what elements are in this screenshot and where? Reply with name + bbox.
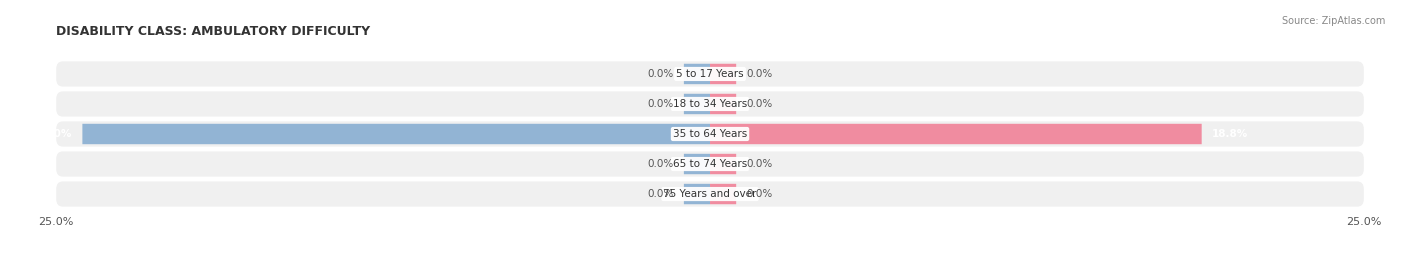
FancyBboxPatch shape	[56, 181, 1364, 207]
Text: 0.0%: 0.0%	[647, 69, 673, 79]
FancyBboxPatch shape	[56, 91, 1364, 117]
FancyBboxPatch shape	[710, 154, 737, 174]
Text: 0.0%: 0.0%	[647, 189, 673, 199]
Text: DISABILITY CLASS: AMBULATORY DIFFICULTY: DISABILITY CLASS: AMBULATORY DIFFICULTY	[56, 25, 370, 38]
FancyBboxPatch shape	[683, 154, 710, 174]
FancyBboxPatch shape	[683, 64, 710, 84]
Text: 24.0%: 24.0%	[35, 129, 72, 139]
Text: Source: ZipAtlas.com: Source: ZipAtlas.com	[1281, 16, 1385, 26]
Text: 18.8%: 18.8%	[1212, 129, 1249, 139]
FancyBboxPatch shape	[56, 151, 1364, 177]
FancyBboxPatch shape	[683, 184, 710, 204]
Text: 0.0%: 0.0%	[747, 159, 773, 169]
Text: 0.0%: 0.0%	[747, 189, 773, 199]
Text: 75 Years and over: 75 Years and over	[664, 189, 756, 199]
FancyBboxPatch shape	[710, 94, 737, 114]
Text: 0.0%: 0.0%	[747, 99, 773, 109]
Text: 0.0%: 0.0%	[647, 99, 673, 109]
Text: 65 to 74 Years: 65 to 74 Years	[673, 159, 747, 169]
Text: 5 to 17 Years: 5 to 17 Years	[676, 69, 744, 79]
FancyBboxPatch shape	[710, 184, 737, 204]
Text: 35 to 64 Years: 35 to 64 Years	[673, 129, 747, 139]
FancyBboxPatch shape	[56, 121, 1364, 147]
FancyBboxPatch shape	[683, 94, 710, 114]
FancyBboxPatch shape	[83, 124, 710, 144]
FancyBboxPatch shape	[56, 61, 1364, 87]
Legend: Male, Female: Male, Female	[650, 267, 770, 268]
FancyBboxPatch shape	[710, 64, 737, 84]
Text: 18 to 34 Years: 18 to 34 Years	[673, 99, 747, 109]
Text: 0.0%: 0.0%	[747, 69, 773, 79]
FancyBboxPatch shape	[710, 124, 1202, 144]
Text: 0.0%: 0.0%	[647, 159, 673, 169]
